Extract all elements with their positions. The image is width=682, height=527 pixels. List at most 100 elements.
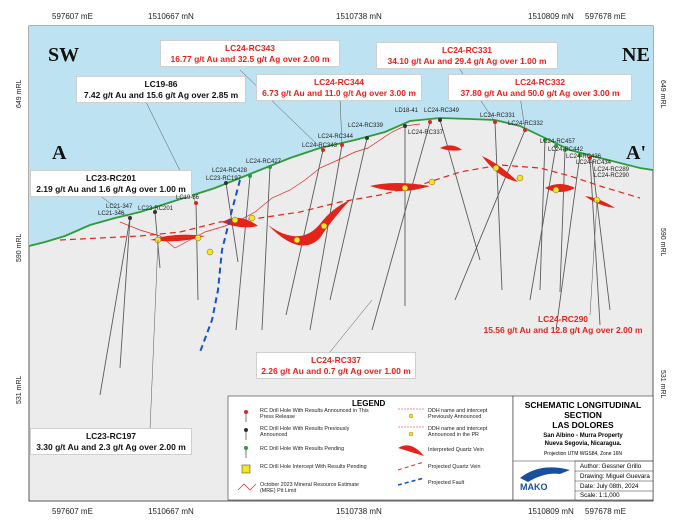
callout-lc23-rc201-id: LC23-RC201: [85, 173, 137, 183]
callout-lc24-rc332-id: LC24-RC332: [514, 77, 566, 87]
legend-item-interpreted-vein: Interpreted Quartz Vein: [428, 447, 484, 453]
hole-label-lc24-rc428: LC24-RC428: [212, 168, 248, 174]
callout-lc23-rc197-text: 3.30 g/t Au and 2.3 g/t Ag over 2.00 m: [36, 441, 186, 452]
hole-label-lc19-86: LC19-86: [176, 195, 200, 201]
collar-dots: [128, 118, 592, 220]
mako-logo-shark: [520, 467, 570, 482]
callout-lc24-rc290-id: LC24-RC290: [537, 314, 589, 324]
callout-lc19-86-id: LC19-86: [144, 79, 178, 89]
date-cell: Date: July 08th, 2024: [580, 483, 639, 490]
drawing-cell: Drawing: Miguel Guevara: [580, 473, 650, 480]
drill-hole-lc24-rc343: [285, 149, 324, 316]
callout-lc24-rc332-text: 37.80 g/t Au and 50.0 g/t Ag over 3.00 m: [460, 87, 620, 98]
hole-label-lc23-rc197: LC23-RC197: [206, 176, 242, 182]
hole-label-lc24-rc344: LC24-RC344: [318, 134, 354, 140]
top-coord-5: 597678 mE: [585, 12, 626, 21]
drill-hole-lc24-rc457: [539, 139, 546, 291]
projected-quartz-vein: [59, 164, 641, 241]
mako-logo-text: MAKO: [520, 482, 548, 492]
legend-symbols: [237, 408, 425, 491]
hole-label-lc24-rc332: LC24-RC332: [508, 121, 544, 127]
left-elev-531: 531 mRL: [16, 375, 23, 404]
hole-label-lc21-346: LC21-346: [98, 211, 125, 217]
title-line-3: LAS DOLORES: [552, 420, 614, 430]
callout-lc24-rc332: LC24-RC332 37.80 g/t Au and 50.0 g/t Ag …: [448, 74, 632, 102]
drill-hole-lc24-rc436: [559, 149, 566, 293]
legend-item-ddh-previous: DDH name and intercept Previously Announ…: [428, 408, 488, 421]
drill-hole-lc24-rc332: [454, 129, 526, 301]
top-coord-4: 1510809 mN: [528, 12, 574, 21]
top-coord-2: 1510667 mN: [148, 12, 194, 21]
right-elev-531: 531 mRL: [659, 370, 666, 399]
left-elev-649: 649 mRL: [16, 79, 23, 108]
right-elev-649: 649 mRL: [659, 80, 666, 109]
drill-hole-lc24-rc349: [439, 119, 481, 261]
drill-hole-lc24-rc290: [591, 159, 611, 311]
hole-label-lc24-rc436: LC24-RC436: [566, 154, 602, 160]
drill-hole-lc24-rc331: [494, 121, 503, 291]
callout-lc24-rc337-id: LC24-RC337: [310, 355, 362, 365]
hole-label-lc24-rc457: LC24-RC457: [540, 139, 576, 145]
callout-lc24-rc337: LC24-RC337 2.26 g/t Au and 0.7 g/t Ag ov…: [256, 352, 416, 380]
hole-label-lc24-rc337: LC24-RC337: [408, 130, 444, 136]
hole-label-lc24-rc339: LC24-RC339: [348, 123, 384, 129]
hole-label-lc24-rc349: LC24-RC349: [424, 108, 460, 114]
callout-lc19-86-text: 7.42 g/t Au and 15.6 g/t Ag over 2.85 m: [83, 89, 239, 100]
drill-hole-lc24-rc344: [309, 144, 343, 331]
callout-lc24-rc344-id: LC24-RC344: [313, 77, 365, 87]
projection-note: Projection UTM WGS84, Zone 16N: [543, 451, 623, 457]
title-line-1: SCHEMATIC LONGITUDINAL: [524, 400, 642, 410]
legend-item-ddh-pr: DDH name and intercept Announced in the …: [428, 426, 488, 439]
property-line-1: San Albino - Murra Property: [543, 433, 623, 439]
legend-item-projected-fault: Projected Fault: [428, 480, 465, 486]
interpreted-quartz-veins: [150, 145, 615, 246]
legend-item-projected-vein: Projected Quartz Vein: [428, 464, 481, 470]
legend-frame: [227, 395, 514, 501]
legend-item-announced: RC Drill Hole With Results Announced in …: [260, 408, 369, 421]
direction-sw: SW: [48, 44, 80, 66]
callout-lc23-rc197-id: LC23-RC197: [85, 431, 137, 441]
title-block-frame: [512, 395, 654, 501]
intercept-markers: [154, 164, 601, 256]
author-cell: Author: Gessner Grillo: [580, 463, 642, 470]
callout-lc24-rc343: LC24-RC343 16.77 g/t Au and 32.5 g/t Ag …: [160, 40, 340, 68]
pit-limit-line: [119, 123, 421, 249]
section-end-a-prime: A': [626, 142, 646, 164]
bottom-coord-4: 1510809 mN: [528, 507, 574, 516]
bottom-coord-1: 597607 mE: [52, 507, 93, 516]
top-coord-3: 1510738 mN: [336, 12, 382, 21]
title-line-2: SECTION: [564, 410, 602, 420]
projected-fault: [199, 179, 241, 353]
callout-lc24-rc344-text: 6.73 g/t Au and 11.0 g/t Ag over 3.00 m: [262, 87, 416, 98]
drill-hole-lc24-rc427: [261, 166, 271, 331]
callout-lc24-rc337-text: 2.26 g/t Au and 0.7 g/t Ag over 1.00 m: [261, 365, 411, 376]
legend-item-intercept-pending: RC Drill Hole Intercept With Results Pen…: [260, 464, 367, 470]
callout-lc24-rc290-text: 15.56 g/t Au and 12.8 g/t Ag over 2.00 m: [483, 324, 643, 335]
scale-cell: Scale: 1:1,000: [580, 492, 620, 499]
callout-lc24-rc343-id: LC24-RC343: [224, 43, 276, 53]
direction-ne: NE: [622, 44, 650, 66]
legend-title: LEGEND: [352, 399, 386, 408]
callout-lc24-rc331-id: LC24-RC331: [441, 45, 493, 55]
drill-hole-lc21-347: [99, 217, 131, 396]
callout-lc23-rc201-text: 2.19 g/t Au and 1.6 g/t Ag over 1.00 m: [36, 183, 186, 194]
drill-hole-lc24-rc339: [329, 137, 368, 301]
hole-label-lc24-rc343: LC24-RC343: [302, 143, 338, 149]
drill-hole-lc24-rc428: [235, 175, 251, 331]
callout-lc24-rc343-text: 16.77 g/t Au and 32.5 g/t Ag over 2.00 m: [170, 53, 330, 64]
drill-hole-lc21-346: [119, 217, 131, 369]
callout-lc24-rc331: LC24-RC331 34.10 g/t Au and 29.4 g/t Ag …: [376, 42, 558, 70]
bottom-coord-2: 1510667 mN: [148, 507, 194, 516]
hole-label-lc24-rc331: LC24-RC331: [480, 113, 516, 119]
legend-item-pit-limit: October 2023 Mineral Resource Estimate (…: [260, 482, 359, 495]
callout-lc24-rc290: LC24-RC290 15.56 g/t Au and 12.8 g/t Ag …: [478, 312, 648, 337]
property-line-2: Nueva Segovia, Nicaragua.: [544, 441, 622, 447]
callout-lc24-rc331-text: 34.10 g/t Au and 29.4 g/t Ag over 1.00 m: [387, 55, 547, 66]
left-elev-590: 590 mRL: [16, 233, 23, 262]
hole-label-lc24-rc427: LC24-RC427: [246, 159, 282, 165]
drill-holes: [99, 119, 611, 396]
drill-hole-lc19-86: [195, 202, 199, 301]
callout-lc24-rc344: LC24-RC344 6.73 g/t Au and 11.0 g/t Ag o…: [256, 74, 422, 102]
hole-label-lc24-rc289: LC24-RC289: [594, 167, 630, 173]
hole-label-lc24-rc442: LC24-RC442: [548, 147, 584, 153]
